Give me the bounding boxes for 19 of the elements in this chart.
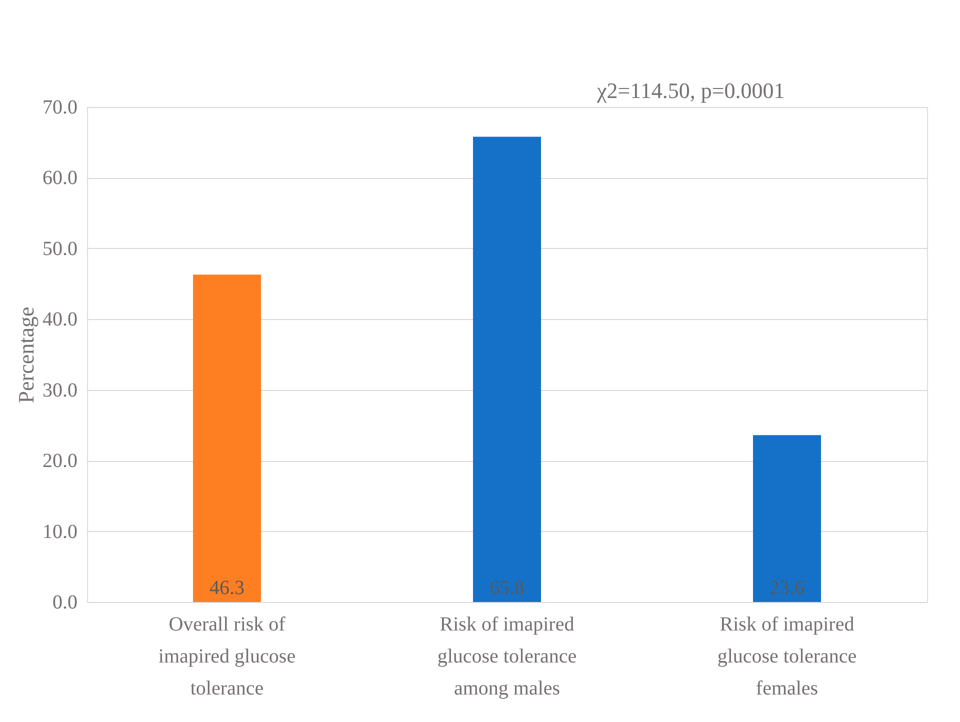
y-tick-label: 10.0 [42,520,78,543]
x-tick-label: Risk of imapired glucose tolerance among males [437,614,577,700]
y-tick-label: 40.0 [42,308,78,331]
data-label: 65.8 [490,577,524,599]
bar [753,435,821,602]
y-tick-label: 20.0 [42,450,78,472]
y-tick-label: 60.0 [42,167,78,190]
y-tick-label: 0.0 [52,592,78,614]
x-tick-label: Overall risk of imapired glucose tolerance [158,614,296,700]
x-tick-label: Risk of imapired glucose tolerance females [717,614,857,700]
text: χ2=114.50, p=0.0001 [596,78,785,103]
y-tick-label: 30.0 [42,379,78,402]
y-axis-title: Percentage [14,306,38,404]
bar [473,136,541,602]
y-tick-label: 50.0 [42,238,78,260]
data-label: 46.3 [210,577,244,599]
y-tick-label: 70.0 [42,96,78,118]
bar [193,274,261,602]
data-label: 23.6 [770,577,804,599]
